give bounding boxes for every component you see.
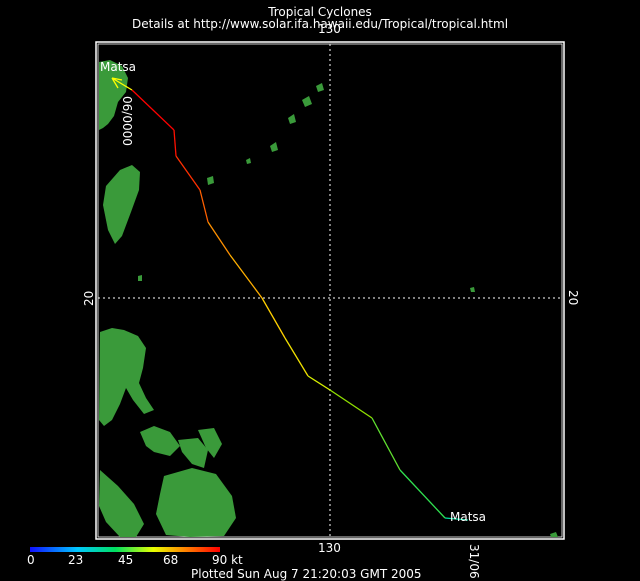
islet-5 bbox=[550, 532, 558, 537]
palawan-area bbox=[99, 470, 144, 537]
ryukyu-2 bbox=[288, 114, 296, 124]
track-segment bbox=[307, 375, 331, 391]
track-segment bbox=[199, 189, 209, 223]
taiwan bbox=[103, 165, 140, 244]
track-segment bbox=[284, 337, 309, 377]
track-segment bbox=[371, 417, 401, 471]
colorbar-tick-2: 45 bbox=[118, 553, 134, 567]
grid-lines bbox=[98, 44, 562, 537]
islet-1 bbox=[207, 176, 214, 185]
lon-label-top: 130 bbox=[318, 22, 341, 36]
visayas-1 bbox=[140, 426, 180, 456]
map-title: Tropical Cyclones bbox=[268, 5, 372, 19]
intensity-colorbar bbox=[30, 547, 220, 552]
map-subtitle: Details at http://www.solar.ifa.hawaii.e… bbox=[131, 17, 509, 31]
islet-4 bbox=[470, 287, 475, 292]
colorbar-tick-4: 90 kt bbox=[212, 553, 243, 567]
track-segment bbox=[131, 89, 175, 131]
lon-label-bottom: 130 bbox=[318, 541, 341, 555]
ryukyu-1 bbox=[270, 142, 278, 152]
samar bbox=[198, 428, 222, 458]
storm-track bbox=[131, 89, 469, 521]
colorbar-tick-1: 23 bbox=[68, 553, 84, 567]
map-frame bbox=[95, 41, 565, 540]
track-end-arrow bbox=[111, 77, 133, 91]
china-coast bbox=[99, 60, 128, 130]
lat-label-right: 20 bbox=[566, 290, 580, 306]
storm-label-end: Matsa bbox=[100, 60, 137, 74]
storm-label-start: Matsa bbox=[450, 510, 487, 524]
track-segment bbox=[173, 129, 177, 157]
luzon bbox=[99, 328, 154, 426]
track-segment bbox=[444, 517, 469, 521]
ryukyu-3 bbox=[302, 96, 312, 107]
colorbar-tick-0: 0 bbox=[27, 553, 35, 567]
islet-2 bbox=[246, 158, 251, 164]
plot-timestamp: Plotted Sun Aug 7 21:20:03 GMT 2005 bbox=[191, 567, 422, 581]
storm-start-date: 31/06 bbox=[467, 544, 481, 579]
track-segment bbox=[175, 155, 201, 191]
visayas-2 bbox=[178, 438, 208, 468]
track-segment bbox=[261, 297, 286, 339]
track-segment bbox=[329, 389, 373, 419]
islet-3 bbox=[138, 275, 142, 281]
mindanao bbox=[156, 468, 236, 537]
ryukyu-4 bbox=[316, 83, 324, 92]
track-segment bbox=[229, 254, 263, 299]
colorbar-tick-3: 68 bbox=[163, 553, 179, 567]
track-segment bbox=[207, 221, 231, 256]
storm-end-datetime: 06/0000 bbox=[120, 96, 134, 146]
land-masses bbox=[99, 60, 558, 537]
lat-label-left: 20 bbox=[82, 290, 96, 306]
track-segment bbox=[399, 469, 446, 519]
